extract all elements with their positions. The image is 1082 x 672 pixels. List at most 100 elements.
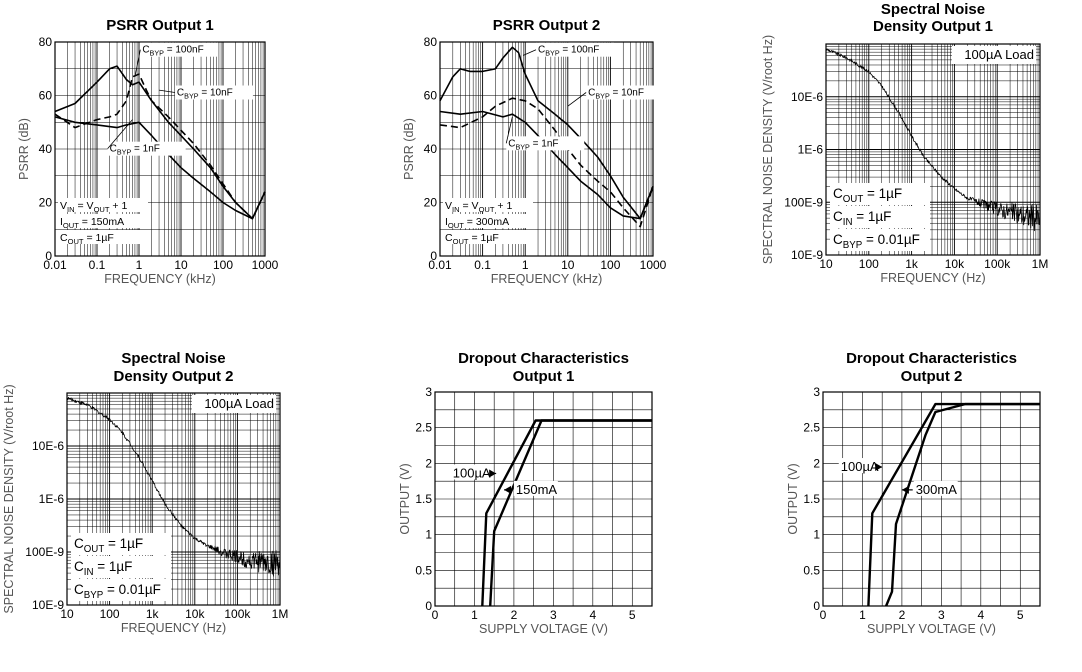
- condition-bg: [71, 579, 171, 601]
- y-tick-label: 10E-6: [791, 90, 823, 104]
- chart-title: Dropout Characteristics: [846, 350, 1017, 367]
- condition-label-base: C: [60, 232, 68, 244]
- curve-label: 150mA: [516, 482, 558, 497]
- x-tick-label: 0.1: [89, 258, 106, 272]
- series-line-0: [481, 419, 652, 607]
- x-tick-label: 1000: [252, 258, 279, 272]
- y-tick-label: 1E-6: [39, 492, 65, 506]
- chart-title: Density Output 1: [873, 18, 993, 35]
- x-tick-label: 1000: [640, 258, 667, 272]
- condition-bg: [71, 533, 171, 555]
- y-axis-label: OUTPUT (V): [398, 463, 412, 534]
- chart-title: PSRR Output 2: [493, 17, 601, 34]
- load-label-bg: [952, 46, 1036, 64]
- y-tick-label: 100E-9: [784, 195, 823, 209]
- condition-label-base: V: [445, 200, 452, 212]
- condition-label-base: C: [833, 232, 843, 247]
- condition-label-rest2: + 1: [495, 200, 513, 212]
- condition-label-base: C: [833, 186, 843, 201]
- curve-label-bg: [838, 458, 881, 474]
- plot-frame: [825, 43, 1041, 256]
- y-tick-label: 40: [424, 142, 438, 156]
- condition-label: VIN = VOUT + 1: [60, 200, 127, 214]
- x-tick-label: 10k: [185, 607, 205, 621]
- y-tick-label: 1E-6: [798, 143, 824, 157]
- x-tick-label: 0: [820, 608, 827, 622]
- arrow-head: [901, 485, 909, 494]
- x-tick-label: 3: [550, 608, 557, 622]
- y-axis-label: SPECTRAL NOISE DENSITY (V/root Hz): [2, 384, 16, 613]
- y-tick-label: 2.5: [803, 421, 820, 435]
- curve-label-base: C: [110, 144, 117, 155]
- condition-label-sub: OUT: [453, 237, 469, 246]
- leader-line: [567, 92, 587, 107]
- condition-label-rest: = 0.01µF: [103, 582, 161, 597]
- y-tick-label: 0.5: [415, 563, 432, 577]
- curve-label-rest: = 100nF: [164, 45, 204, 56]
- x-tick-label: 1k: [905, 257, 919, 271]
- condition-label-rest: = 1µF: [469, 232, 499, 244]
- y-tick-label: 10E-6: [32, 439, 64, 453]
- condition-label-rest: = 300mA: [464, 216, 509, 228]
- condition-label-sub: OUT: [448, 221, 464, 230]
- curve-label-bg: [513, 480, 558, 496]
- arrow-head: [489, 469, 497, 478]
- condition-label-base: V: [60, 200, 67, 212]
- x-tick-label: 100: [600, 258, 620, 272]
- plot-frame: [822, 391, 1041, 607]
- condition-label-sub: OUT: [63, 221, 79, 230]
- curve-label: CBYP = 1nF: [110, 144, 160, 157]
- x-tick-label: 4: [589, 608, 596, 622]
- condition-label: CBYP = 0.01µF: [833, 232, 920, 251]
- condition-label-rest: = 1µF: [104, 536, 143, 551]
- curve-label-sub: BYP: [545, 49, 560, 58]
- series-line-0: [66, 397, 281, 577]
- y-tick-label: 80: [424, 35, 438, 49]
- curve-label: CBYP = 100nF: [538, 45, 599, 58]
- curve-label: CBYP = 1nF: [508, 138, 558, 151]
- chart-psrr2: PSRR Output 2 0.01 0.1 1 10 100 1000 0 20 40 60 80 F…: [402, 17, 667, 286]
- condition-label: CIN = 1µF: [833, 209, 891, 228]
- label-bg: [174, 85, 253, 100]
- x-tick-label: 4: [977, 608, 984, 622]
- curve-label: CBYP = 100nF: [142, 45, 203, 58]
- curve-label-bg: [913, 480, 958, 496]
- y-tick-label: 2: [425, 456, 432, 470]
- y-tick-label: 100E-9: [25, 545, 64, 559]
- curve-label-bg: [450, 464, 493, 480]
- condition-label-rest: = 150mA: [79, 216, 124, 228]
- chart-title: Dropout Characteristics: [458, 350, 629, 367]
- x-axis-label: FREQUENCY (Hz): [880, 271, 985, 285]
- condition-bg: [830, 206, 930, 228]
- y-axis-label: PSRR (dB): [17, 118, 31, 180]
- x-tick-label: 1: [859, 608, 866, 622]
- series-line-1: [54, 73, 266, 220]
- load-label-bg: [192, 395, 276, 413]
- y-tick-label: 0.5: [803, 563, 820, 577]
- plot-frame: [66, 392, 281, 606]
- grid: [434, 391, 653, 607]
- condition-label-sub2: OUT: [94, 205, 110, 214]
- label-bg: [140, 42, 219, 57]
- curve-label-base: C: [177, 88, 184, 99]
- condition-label-rest: = 1µF: [84, 232, 114, 244]
- curve-label-sub: BYP: [515, 142, 530, 151]
- grid: [822, 391, 1041, 607]
- condition-label: COUT = 1µF: [445, 232, 499, 246]
- curve-label-base: C: [142, 45, 149, 56]
- curve-label: CBYP = 10nF: [588, 88, 644, 101]
- x-tick-label: 0.1: [474, 258, 491, 272]
- label-bg: [536, 42, 615, 57]
- condition-label: CIN = 1µF: [74, 559, 132, 578]
- chart-title: Spectral Noise: [881, 1, 985, 18]
- series-line-0: [825, 48, 1041, 232]
- curve-label-rest: = 10nF: [610, 88, 644, 99]
- y-tick-label: 10E-9: [32, 598, 64, 612]
- condition-label-sub: BYP: [843, 240, 862, 251]
- curve-label-rest: = 100nF: [560, 45, 600, 56]
- leader-line: [505, 116, 513, 144]
- condition-label-rest: = 1µF: [863, 186, 902, 201]
- condition-label: VIN = VOUT + 1: [445, 200, 512, 214]
- plot-frame: [54, 41, 266, 257]
- label-bg: [506, 136, 585, 151]
